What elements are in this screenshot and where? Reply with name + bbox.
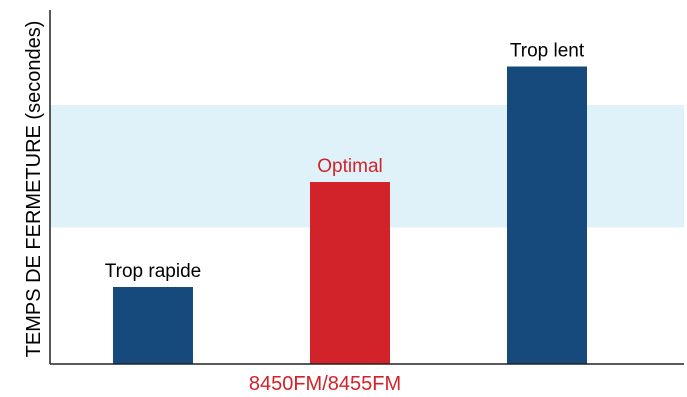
bar-trop-rapide (113, 287, 193, 364)
bar-label-optimal: Optimal (317, 156, 382, 177)
x-axis-title: 8450FM/8455FM (249, 373, 401, 395)
bar-trop-lent (507, 66, 587, 364)
bar-label-trop-rapide: Trop rapide (105, 261, 201, 282)
bar-labels-group: Trop rapide Optimal Trop lent (105, 41, 585, 283)
bar-optimal (310, 182, 390, 364)
bars-group (113, 66, 587, 364)
bar-label-trop-lent: Trop lent (510, 41, 585, 62)
y-axis-title: TEMPS DE FERMETURE (secondes) (23, 21, 45, 358)
